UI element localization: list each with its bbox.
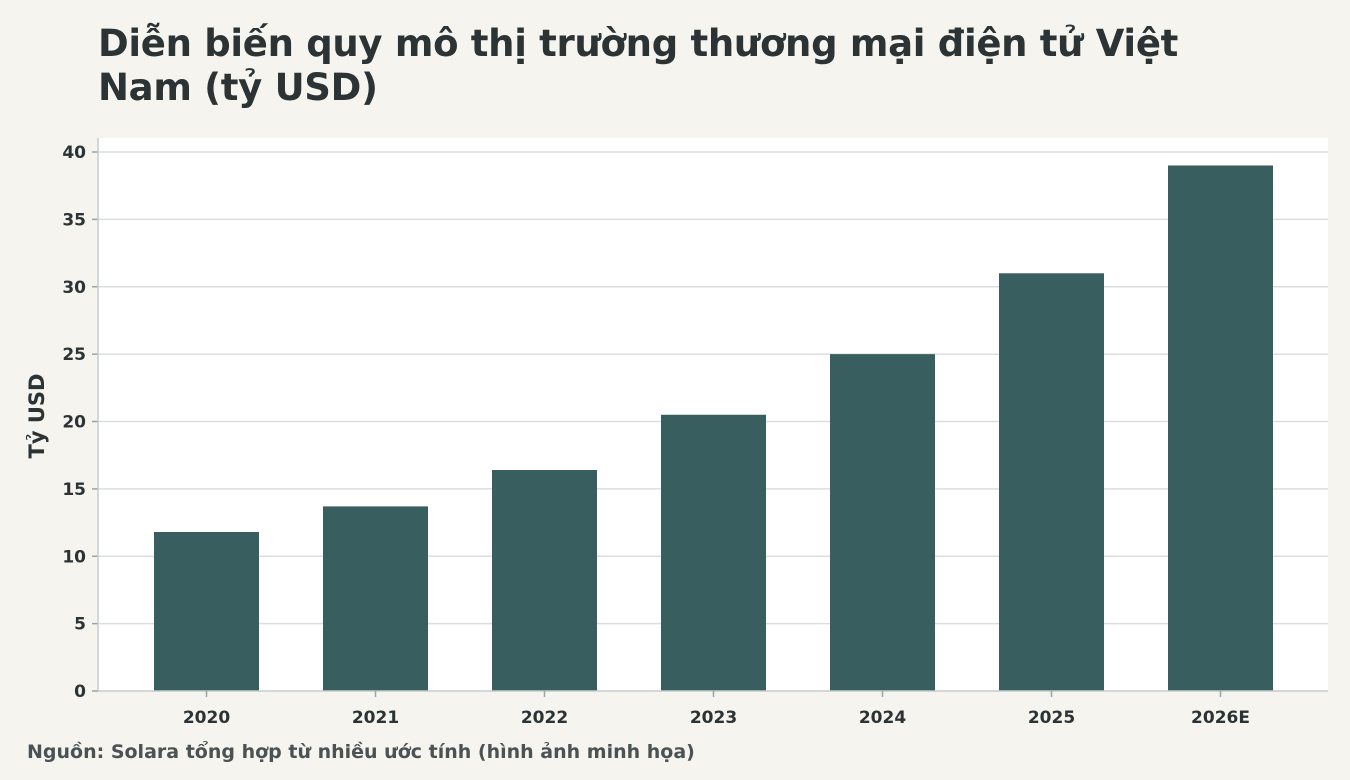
bar-2023 [661,414,766,691]
x-tick-labels: 2020 2021 2022 2023 2024 2025 2026E [183,708,1250,728]
axes [92,138,1328,697]
x-tick-label: 2024 [859,708,906,728]
x-tick-label: 2025 [1028,708,1075,728]
y-tick-label: 5 [74,615,86,635]
y-tick-label: 20 [62,413,86,433]
y-axis-label: Tỷ USD [25,374,49,459]
y-tick-label: 35 [62,210,86,230]
x-tick-label: 2021 [352,708,399,728]
bars [154,165,1273,692]
y-tick-label: 40 [62,143,86,163]
chart-title: Diễn biến quy mô thị trường thương mại đ… [98,22,1178,109]
y-tick-label: 0 [74,682,86,702]
y-tick-labels: 0 5 10 15 20 25 30 35 40 [62,143,86,702]
bar-2024 [830,354,935,691]
bar-2020 [154,531,259,691]
x-tick-label: 2026E [1191,708,1250,728]
y-tick-label: 25 [62,345,86,365]
bar-2026E [1168,165,1273,692]
y-tick-label: 15 [62,480,86,500]
x-tick-label: 2020 [183,708,230,728]
bar-2022 [492,470,597,691]
bar-2025 [999,273,1104,691]
source-note: Nguồn: Solara tổng hợp từ nhiều ước tính… [27,741,695,763]
bar-2021 [323,506,428,691]
y-tick-label: 10 [62,547,86,567]
y-tick-label: 30 [62,278,86,298]
x-tick-label: 2022 [521,708,568,728]
x-tick-label: 2023 [690,708,737,728]
